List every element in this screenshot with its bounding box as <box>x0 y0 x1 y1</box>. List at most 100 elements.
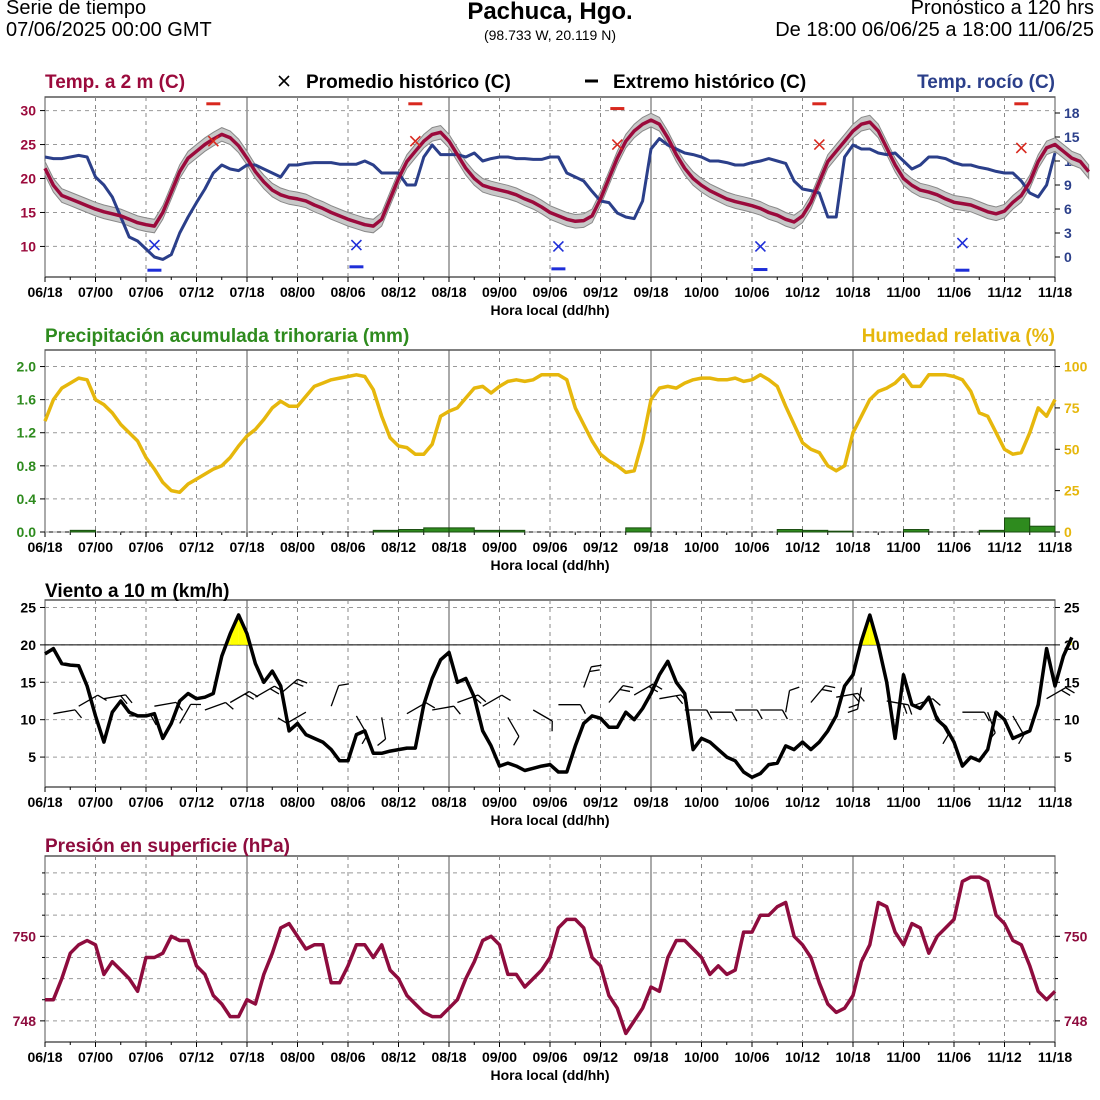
precip-bar <box>978 529 1005 533</box>
precip-xtick-label: 07/00 <box>78 539 113 555</box>
pressure-xtick-label: 09/00 <box>482 1049 517 1065</box>
wind-barb-flag <box>907 704 913 715</box>
precip-ytick-left: 1.6 <box>17 392 37 408</box>
precip-bar <box>903 529 930 533</box>
wind-barb <box>432 705 461 715</box>
temp-xtick-label: 08/18 <box>431 284 466 300</box>
precip-bar <box>802 529 829 533</box>
pressure-xtick-label: 08/12 <box>381 1049 416 1065</box>
wind-xtick-label: 10/00 <box>684 794 719 810</box>
wind-barb-flag <box>852 693 860 703</box>
wind-barb-flag <box>551 720 553 732</box>
precip-ytick-left: 2.0 <box>17 359 37 375</box>
wind-barb <box>280 678 308 694</box>
pressure-xtick-label: 10/18 <box>835 1049 870 1065</box>
wind-barb <box>103 694 133 705</box>
wind-xtick-label: 07/18 <box>229 794 264 810</box>
wind-barb-flag <box>821 688 833 693</box>
wind-barb-flag <box>97 694 107 702</box>
wind-xtick-label: 11/18 <box>1038 794 1072 810</box>
precip-panel-title: Precipitación acumulada trihoraria (mm) <box>45 326 409 347</box>
wind-xtick-label: 11/06 <box>937 794 971 810</box>
precip-bar <box>448 527 475 533</box>
temp-xtick-label: 08/12 <box>381 284 416 300</box>
wind-xtick-label: 08/00 <box>280 794 315 810</box>
precip-xtick-label: 06/18 <box>27 539 62 555</box>
pressure-xtick-label: 10/00 <box>684 1049 719 1065</box>
wind-barb-flag <box>731 711 738 722</box>
wind-barb-flag <box>848 703 859 709</box>
wind-barb <box>377 717 387 747</box>
humidity-ytick-right: 75 <box>1064 400 1080 416</box>
wind-barb-flag <box>619 688 631 693</box>
wind-barb-shaft <box>154 701 177 707</box>
wind-barb-flag <box>74 709 83 719</box>
precip-ytick-left: 0.8 <box>17 458 37 474</box>
precip-xtick-label: 08/00 <box>280 539 315 555</box>
temp-xtick-label: 07/18 <box>229 284 264 300</box>
pressure-xtick-label: 07/06 <box>128 1049 163 1065</box>
wind-barb-flag <box>579 704 586 715</box>
precip-ytick-left: 0.0 <box>17 524 37 540</box>
wind-xtick-label: 09/00 <box>482 794 517 810</box>
precip-xtick-label: 07/06 <box>128 539 163 555</box>
hist-avg-min-marker <box>148 239 160 251</box>
header-right: Pronóstico a 120 hrs De 18:00 06/06/25 a… <box>775 0 1094 41</box>
wind-xaxis-label: Hora local (dd/hh) <box>491 812 610 828</box>
pressure-xtick-label: 10/12 <box>785 1049 820 1065</box>
hist-avg-max-marker <box>1015 142 1027 154</box>
pressure-xtick-label: 11/06 <box>937 1049 971 1065</box>
legend-avg-symbol <box>278 75 290 87</box>
wind-barb <box>330 683 349 707</box>
precip-xtick-label: 09/18 <box>633 539 668 555</box>
pressure-xtick-label: 08/00 <box>280 1049 315 1065</box>
wind-barb-shaft <box>785 690 791 713</box>
pressure-xtick-label: 09/18 <box>633 1049 668 1065</box>
hist-avg-min-marker-stroke <box>754 240 766 252</box>
pressure-xtick-label: 09/06 <box>532 1049 567 1065</box>
wind-barb <box>53 709 83 719</box>
pressure-xtick-label: 08/06 <box>330 1049 365 1065</box>
hist-avg-max-marker <box>409 135 421 147</box>
precip-bar <box>499 529 526 533</box>
wind-barb-flag <box>150 715 157 726</box>
temp-xtick-label: 11/18 <box>1038 284 1072 300</box>
precip-bar <box>423 527 450 533</box>
temp-ytick-left: 20 <box>20 171 36 187</box>
wind-barb-shaft <box>78 694 99 707</box>
precip-bar <box>625 527 652 533</box>
wind-r-ytick-right: 5 <box>1064 749 1072 765</box>
wind-barb-flag <box>675 695 684 705</box>
precip-bar <box>1029 525 1056 533</box>
wind-barb-flag <box>501 694 511 702</box>
wind-barb-flag <box>277 717 288 724</box>
wind-xtick-label: 09/06 <box>532 794 567 810</box>
wind-barb-flag <box>453 705 461 715</box>
wind-barb-flag <box>513 736 520 746</box>
wind-barb-flag <box>781 709 788 720</box>
location-title: Pachuca, Hgo. <box>467 0 633 25</box>
wind-barb-shaft <box>286 711 307 724</box>
wind-barb-flag <box>824 685 836 689</box>
wind-barb-flag <box>983 711 990 722</box>
precip-xtick-label: 11/12 <box>987 539 1021 555</box>
wind-r-ytick-right: 25 <box>1064 599 1080 615</box>
wind-barb-flag <box>1018 734 1025 745</box>
hist-avg-min-marker <box>552 240 564 252</box>
temp-xtick-label: 07/00 <box>78 284 113 300</box>
temp-xtick-label: 07/06 <box>128 284 163 300</box>
wind-barb-flag <box>756 709 763 720</box>
wind-ytick-left: 10 <box>20 712 36 728</box>
wind-barb-flag <box>125 694 133 704</box>
forecast-label: Pronóstico a 120 hrs <box>910 0 1094 19</box>
precip-xtick-label: 08/06 <box>330 539 365 555</box>
pressure-panel-title: Presión en superficie (hPa) <box>45 836 290 857</box>
hist-avg-max-marker-stroke <box>409 135 421 147</box>
wind-barb-shaft <box>53 709 76 715</box>
humidity-ytick-right: 25 <box>1064 483 1080 499</box>
pressure-xtick-label: 11/12 <box>987 1049 1021 1065</box>
precip-ytick-left: 0.4 <box>17 491 37 507</box>
temp-xtick-label: 07/12 <box>179 284 214 300</box>
wind-barb <box>583 664 602 688</box>
temp-xtick-label: 11/00 <box>886 284 920 300</box>
